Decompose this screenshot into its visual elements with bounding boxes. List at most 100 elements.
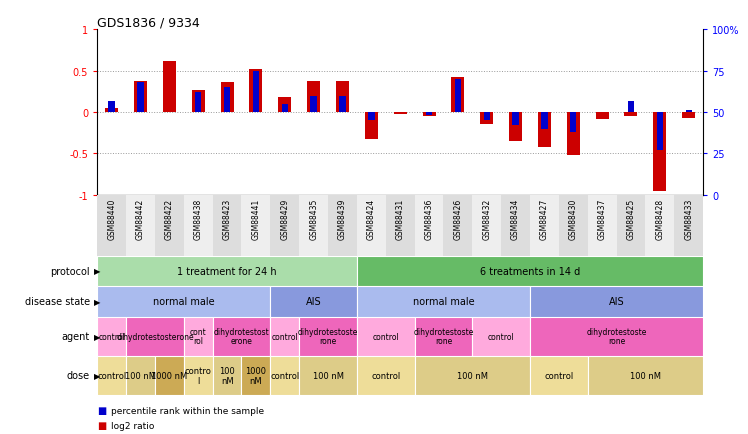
Text: normal male: normal male	[413, 297, 474, 306]
Bar	[646, 195, 674, 256]
Text: 100 nM: 100 nM	[125, 371, 156, 380]
Bar	[530, 356, 588, 395]
Bar	[393, 113, 407, 115]
Text: GSM88429: GSM88429	[280, 198, 289, 240]
Text: ■: ■	[97, 421, 106, 430]
Bar	[616, 195, 646, 256]
Text: GSM88439: GSM88439	[338, 198, 347, 240]
Text: AIS: AIS	[306, 297, 322, 306]
Bar	[653, 113, 666, 191]
Bar	[414, 195, 444, 256]
Text: dihydrotestoste
rone: dihydrotestoste rone	[298, 327, 358, 345]
Bar	[444, 195, 472, 256]
Bar	[212, 195, 242, 256]
Text: 6 treatments in 14 d: 6 treatments in 14 d	[480, 266, 580, 276]
Bar	[472, 195, 501, 256]
Bar	[365, 113, 378, 139]
Bar	[97, 356, 126, 395]
Bar	[512, 113, 519, 126]
Bar	[155, 356, 184, 395]
Text: GSM88431: GSM88431	[396, 198, 405, 240]
Bar	[191, 91, 205, 113]
Text: ▶: ▶	[94, 267, 100, 276]
Bar	[249, 70, 263, 113]
Bar	[270, 317, 299, 356]
Bar	[480, 113, 493, 125]
Text: GSM88436: GSM88436	[425, 198, 434, 240]
Bar	[126, 317, 184, 356]
Bar	[628, 101, 634, 113]
Text: contro
l: contro l	[185, 366, 212, 385]
Text: ▶: ▶	[94, 297, 100, 306]
Bar	[212, 317, 270, 356]
Bar	[97, 317, 126, 356]
Bar	[682, 113, 695, 118]
Text: dose: dose	[67, 371, 90, 380]
Bar	[224, 88, 230, 113]
Text: GSM88430: GSM88430	[568, 198, 577, 240]
Bar	[595, 113, 609, 119]
Text: control: control	[373, 332, 399, 341]
Bar	[270, 286, 357, 317]
Bar	[212, 356, 242, 395]
Text: 1000
nM: 1000 nM	[245, 366, 266, 385]
Bar	[674, 195, 703, 256]
Text: 1 treatment for 24 h: 1 treatment for 24 h	[177, 266, 277, 276]
Bar	[501, 195, 530, 256]
Text: 100 nM: 100 nM	[457, 371, 488, 380]
Bar	[278, 98, 291, 113]
Bar	[270, 195, 299, 256]
Text: control: control	[270, 371, 299, 380]
Text: control: control	[97, 371, 126, 380]
Bar	[184, 317, 212, 356]
Text: control: control	[545, 371, 574, 380]
Bar	[299, 195, 328, 256]
Bar	[538, 113, 551, 148]
Bar	[414, 356, 530, 395]
Text: control: control	[272, 332, 298, 341]
Bar	[509, 113, 522, 141]
Bar	[108, 101, 115, 113]
Bar	[559, 195, 588, 256]
Text: AIS: AIS	[609, 297, 625, 306]
Bar	[138, 83, 144, 113]
Text: GSM88423: GSM88423	[223, 198, 232, 240]
Text: agent: agent	[61, 332, 90, 341]
Bar	[530, 286, 703, 317]
Bar	[97, 256, 357, 286]
Text: ▶: ▶	[94, 332, 100, 341]
Text: log2 ratio: log2 ratio	[111, 421, 154, 430]
Bar	[195, 93, 201, 113]
Text: GSM88433: GSM88433	[684, 198, 693, 240]
Text: 1000 nM: 1000 nM	[151, 371, 188, 380]
Bar	[426, 113, 432, 116]
Bar	[567, 113, 580, 156]
Bar	[357, 317, 414, 356]
Bar	[542, 113, 548, 129]
Bar	[242, 195, 270, 256]
Text: protocol: protocol	[50, 266, 90, 276]
Text: ▶: ▶	[94, 371, 100, 380]
Bar	[570, 113, 577, 133]
Bar	[340, 96, 346, 113]
Text: disease state: disease state	[25, 297, 90, 306]
Bar	[451, 78, 465, 113]
Text: GDS1836 / 9334: GDS1836 / 9334	[97, 16, 200, 29]
Bar	[483, 113, 490, 121]
Bar	[126, 195, 155, 256]
Text: GSM88440: GSM88440	[107, 198, 116, 240]
Text: GSM88437: GSM88437	[598, 198, 607, 240]
Text: GSM88441: GSM88441	[251, 198, 260, 240]
Bar	[126, 356, 155, 395]
Bar	[184, 356, 212, 395]
Bar	[155, 195, 184, 256]
Bar	[299, 356, 357, 395]
Text: dihydrotestoste
rone: dihydrotestoste rone	[586, 327, 647, 345]
Bar	[423, 113, 435, 117]
Text: control: control	[371, 371, 400, 380]
Bar	[281, 105, 288, 113]
Text: GSM88425: GSM88425	[627, 198, 636, 240]
Text: GSM88424: GSM88424	[367, 198, 375, 240]
Text: control: control	[488, 332, 515, 341]
Bar	[472, 317, 530, 356]
